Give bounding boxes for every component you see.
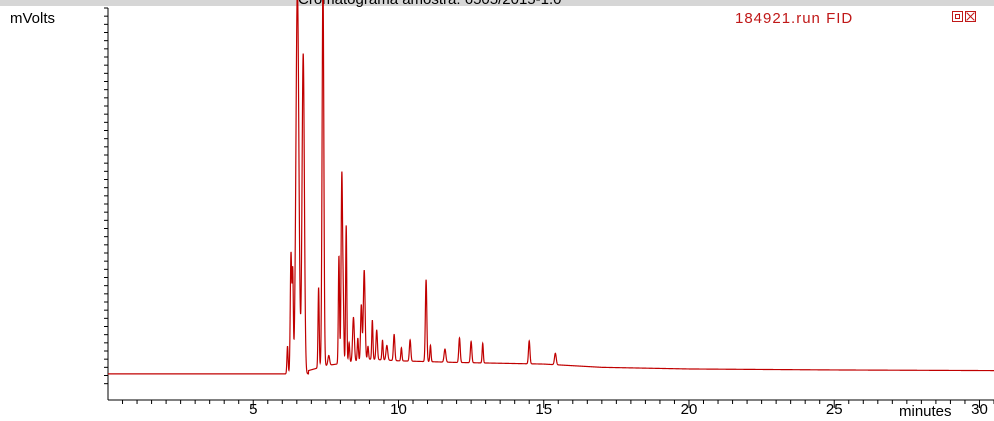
x-tick-label: 30	[971, 401, 988, 418]
x-tick-label: 25	[826, 401, 843, 418]
restore-icon[interactable]	[952, 11, 963, 22]
x-tick-label: 10	[390, 401, 407, 418]
x-tick-label: 5	[249, 401, 257, 418]
series-line	[108, 0, 994, 375]
axes	[107, 8, 994, 401]
run-label: 184921.run FID	[735, 10, 854, 27]
close-icon[interactable]	[965, 11, 976, 22]
ticks: 5 10 15 20 25 30	[104, 7, 994, 418]
window-buttons	[952, 11, 978, 23]
x-tick-label: 15	[535, 401, 552, 418]
plot-area	[108, 0, 994, 375]
chart-title: Cromatograma amostra: 6505/2015-1.0	[298, 0, 561, 8]
x-axis-unit: minutes	[899, 403, 952, 420]
y-axis-unit: mVolts	[10, 10, 55, 27]
title-bar	[0, 0, 994, 6]
x-tick-label: 20	[681, 401, 698, 418]
